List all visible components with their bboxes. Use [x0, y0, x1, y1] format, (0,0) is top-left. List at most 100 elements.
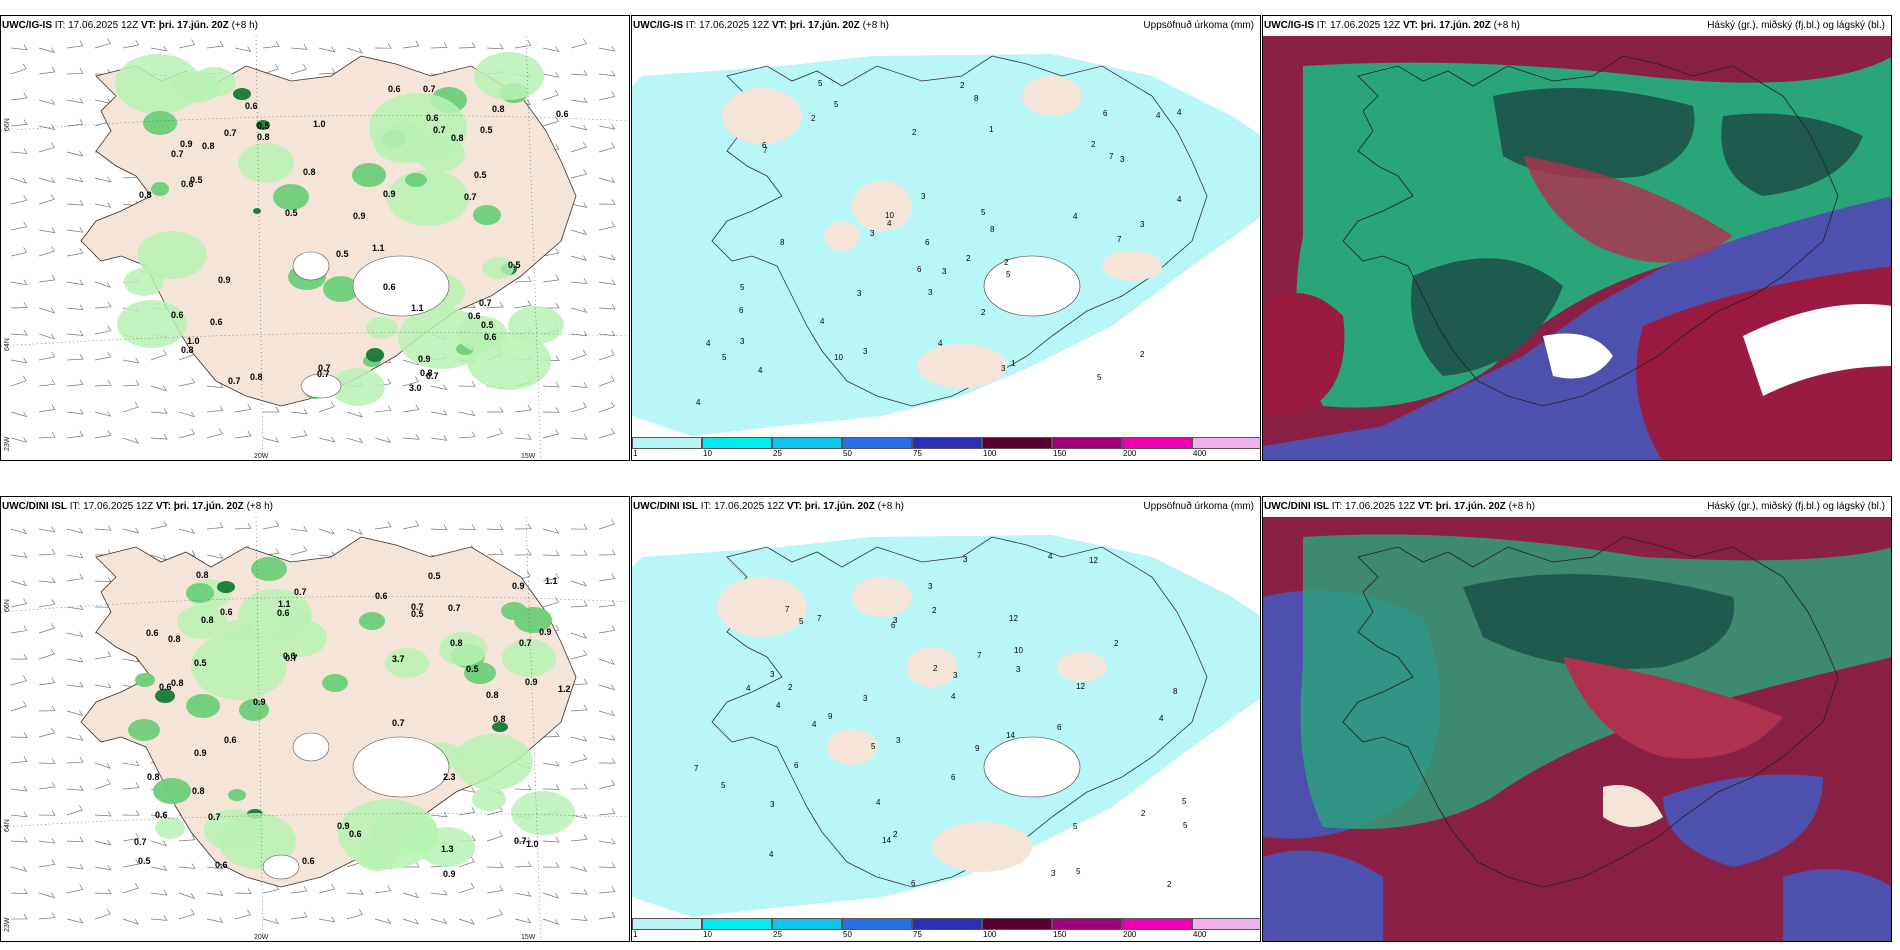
precip-value: 0.8: [420, 368, 433, 378]
wind-barb: [206, 40, 224, 49]
precip-value: 0.8: [257, 132, 270, 142]
precip-value: 0.9: [525, 677, 538, 687]
wind-barb: [10, 148, 28, 154]
wind-barb: [66, 97, 84, 104]
colorbar-swatch: [842, 918, 912, 930]
accum-value: 5: [1097, 373, 1102, 382]
precip-value: 0.6: [283, 651, 296, 661]
colorbar-swatch: [842, 437, 912, 449]
panel-header: UWC/DINI ISL IT: 17.06.2025 12Z VT: þri.…: [1264, 497, 1885, 517]
colorbar-swatch: [1192, 918, 1260, 930]
wind-barb: [458, 381, 476, 387]
colorbar-swatch: [632, 437, 702, 449]
wind-barb: [10, 836, 28, 843]
precip-area: [273, 184, 309, 210]
accum-value: 3: [928, 288, 933, 297]
wind-barb: [486, 549, 504, 556]
precip-value: 0.8: [486, 690, 499, 700]
precip-values: 0.60.50.80.70.50.80.60.50.60.81.00.70.90…: [139, 84, 569, 393]
wind-barb: [598, 45, 616, 52]
accum-value: 3: [1051, 869, 1056, 878]
wind-barb: [542, 731, 560, 738]
accum-value: 5: [818, 79, 823, 88]
glacier-hatch: [292, 251, 450, 399]
wind-precip-map: 0.60.50.80.70.50.80.60.50.60.81.00.70.90…: [1, 36, 629, 460]
wind-barb: [94, 888, 112, 895]
precip-value: 0.7: [134, 837, 147, 847]
precip-value: 1.1: [545, 576, 558, 586]
colorbar-label: 100: [983, 930, 997, 939]
accum-value: 2: [933, 664, 938, 673]
wind-barb: [38, 66, 56, 75]
colorbar-label: 50: [843, 449, 852, 458]
accum-value: 5: [721, 781, 726, 790]
wind-barb: [570, 834, 588, 842]
wind-barb: [94, 325, 112, 335]
precip-value: 0.6: [468, 311, 481, 321]
precip-value: 0.5: [481, 320, 494, 330]
precip-area: [155, 689, 175, 703]
wind-barb: [10, 221, 28, 231]
wind-barb: [542, 836, 560, 843]
wind-barb: [38, 781, 56, 790]
precip-value: 1.1: [411, 303, 424, 313]
precip-value: 0.6: [426, 113, 439, 123]
wind-barb: [570, 550, 588, 556]
colorbar-swatch: [1052, 918, 1122, 930]
wind-barb: [430, 42, 448, 49]
colorbar-swatch: [772, 918, 842, 930]
wind-barb: [346, 528, 363, 535]
lat-label: 64N: [4, 819, 11, 832]
wind-barb: [38, 810, 56, 816]
precip-area: [359, 612, 385, 630]
accum-value: 7: [694, 764, 699, 773]
wind-barb: [402, 376, 419, 387]
lon-label: 20W: [254, 453, 269, 460]
wind-barb: [374, 405, 392, 413]
wind-barb: [38, 548, 56, 556]
wind-barb: [150, 520, 168, 530]
wind-barb: [178, 428, 196, 439]
wind-barb: [94, 380, 112, 387]
wind-barb: [318, 883, 336, 894]
wind-barb: [598, 779, 616, 790]
wind-barb: [94, 38, 111, 49]
precip-value: 0.5: [474, 170, 487, 180]
panel-header: UWC/IG-IS IT: 17.06.2025 12Z VT: þri. 17…: [2, 20, 258, 31]
lon-label: 15W: [521, 453, 536, 460]
accum-value: 4: [1048, 552, 1053, 561]
wind-barb: [514, 40, 532, 49]
wind-barb: [94, 525, 112, 531]
wind-barb: [402, 434, 420, 440]
wind-barb: [290, 408, 308, 415]
wind-barb: [570, 255, 588, 262]
wind-barb: [66, 379, 84, 387]
accum-value: 2: [1091, 140, 1096, 149]
colorbar-swatch: [912, 437, 982, 449]
wind-barb: [94, 411, 112, 417]
precip-area: [508, 306, 564, 344]
precip-value: 0.8: [181, 345, 194, 355]
wind-barb: [542, 918, 559, 925]
wind-barb: [178, 892, 195, 899]
accum-value: 6: [1103, 109, 1108, 118]
precip-value: 0.9: [539, 627, 552, 637]
accum-value: 5: [1183, 821, 1188, 830]
precip-area: [356, 841, 398, 871]
accum-value: 10: [885, 211, 894, 220]
accum-value: 12: [1089, 556, 1098, 565]
accum-value: 3: [893, 616, 898, 625]
wind-barb: [374, 521, 392, 530]
accum-value: 4: [1073, 212, 1078, 221]
wind-barb: [290, 64, 307, 75]
precip-value: 3.7: [392, 654, 405, 664]
wind-barb: [122, 810, 140, 816]
precip-area: [186, 583, 214, 603]
wind-barb: [10, 357, 28, 364]
precip-value: 0.7: [448, 603, 461, 613]
precip-value: 0.7: [171, 149, 184, 159]
precip-value: 0.6: [181, 179, 194, 189]
wind-barb: [514, 549, 532, 556]
wind-barb: [570, 735, 588, 742]
accum-value: 5: [1073, 822, 1078, 831]
